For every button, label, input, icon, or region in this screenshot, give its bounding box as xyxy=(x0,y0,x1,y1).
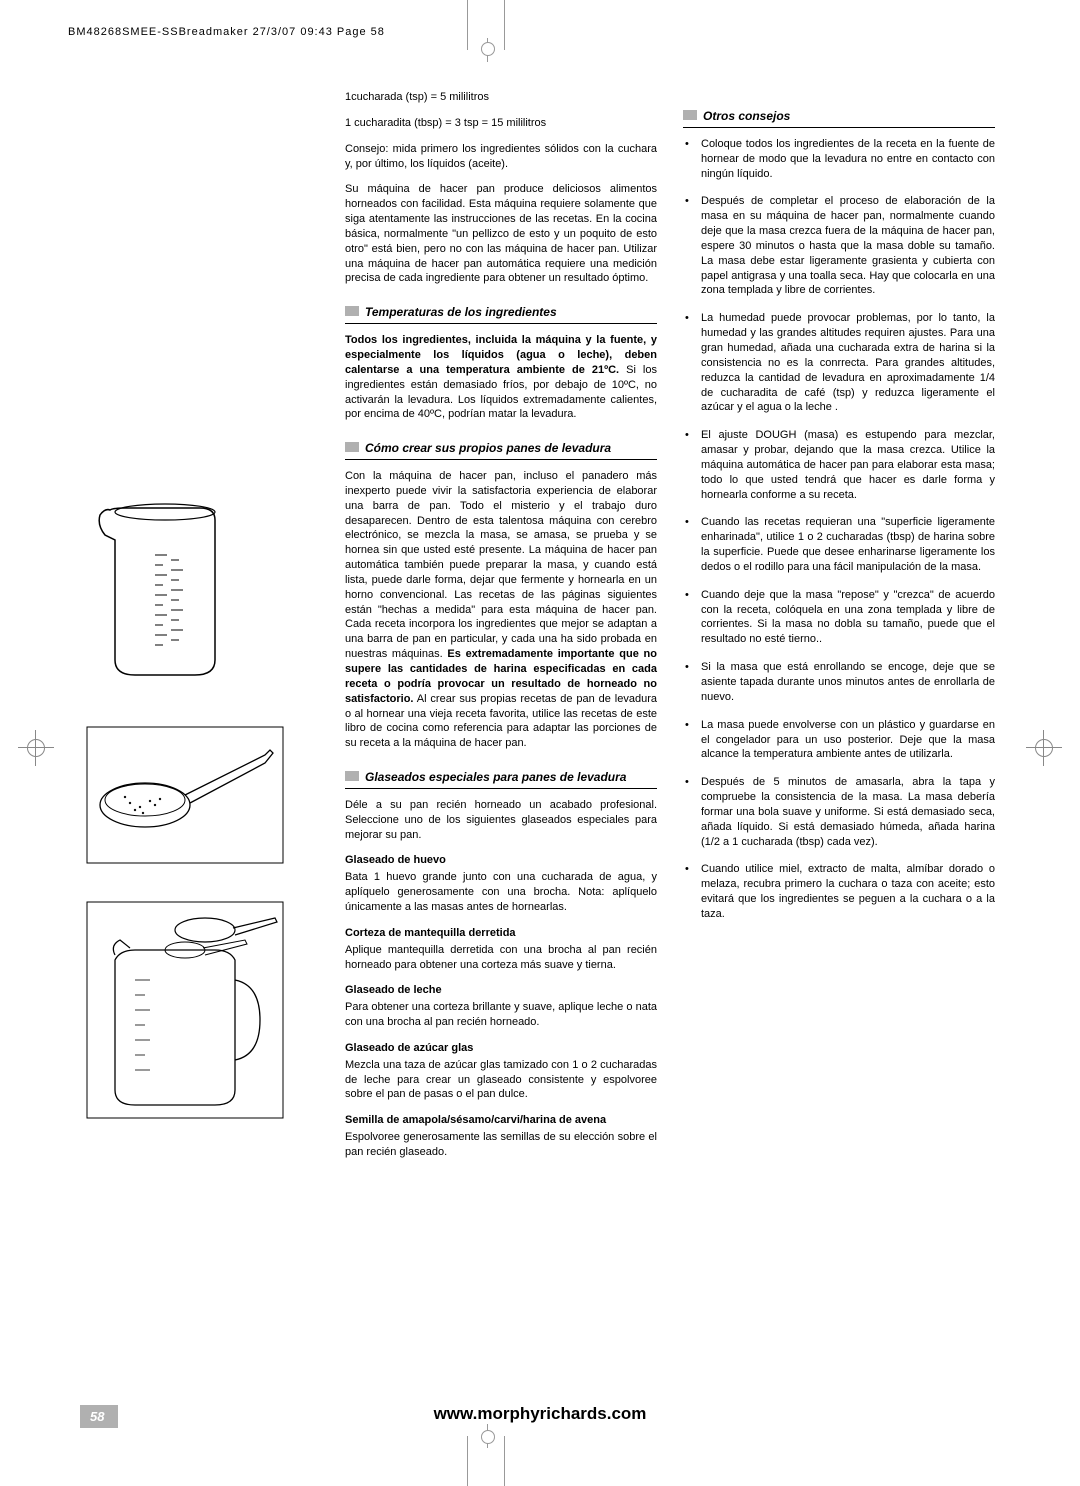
tip-item: Cuando las recetas requieran una "superf… xyxy=(683,515,995,574)
sub-mantequilla: Corteza de mantequilla derretida xyxy=(345,926,657,941)
tip-item: El ajuste DOUGH (masa) es estupendo para… xyxy=(683,428,995,502)
crop-mark-top xyxy=(467,0,505,50)
section-crear: Cómo crear sus propios panes de levadura xyxy=(345,440,657,460)
sub-huevo: Glaseado de huevo xyxy=(345,853,657,868)
tip-item: La masa puede envolverse con un plástico… xyxy=(683,718,995,763)
print-header: BM48268SMEE-SSBreadmaker 27/3/07 09:43 P… xyxy=(68,26,385,38)
txt-leche: Para obtener una corteza brillante y sua… xyxy=(345,1000,657,1030)
tip-item: Si la masa que está enrollando se encoge… xyxy=(683,660,995,705)
temp-para: Todos los ingredientes, incluida la máqu… xyxy=(345,333,657,422)
sub-semilla: Semilla de amapola/sésamo/carvi/harina d… xyxy=(345,1113,657,1128)
section-otros: Otros consejos xyxy=(683,108,995,128)
registration-mark-right xyxy=(1026,730,1062,766)
txt-huevo: Bata 1 huevo grande junto con una cuchar… xyxy=(345,870,657,915)
tip-item: Después de completar el proceso de elabo… xyxy=(683,194,995,298)
tip-item: Cuando deje que la masa "repose" y "crez… xyxy=(683,588,995,647)
intro-tip: Consejo: mida primero los ingredientes s… xyxy=(345,142,657,172)
column-left: 1cucharada (tsp) = 5 mililitros 1 cuchar… xyxy=(345,90,657,1171)
tip-item: Cuando utilice miel, extracto de malta, … xyxy=(683,862,995,921)
crop-mark-bottom xyxy=(467,1436,505,1486)
illustration-column xyxy=(85,90,345,1171)
txt-semilla: Espolvoree generosamente las semillas de… xyxy=(345,1130,657,1160)
txt-mantequilla: Aplique mantequilla derretida con una br… xyxy=(345,943,657,973)
sub-leche: Glaseado de leche xyxy=(345,983,657,998)
glaseados-intro: Déle a su pan recién horneado un acabado… xyxy=(345,798,657,843)
crear-para: Con la máquina de hacer pan, incluso el … xyxy=(345,469,657,751)
section-glaseados: Glaseados especiales para panes de levad… xyxy=(345,769,657,789)
tip-item: La humedad puede provocar problemas, por… xyxy=(683,311,995,415)
tip-item: Después de 5 minutos de amasarla, abra l… xyxy=(683,775,995,849)
intro-line-1: 1cucharada (tsp) = 5 mililitros xyxy=(345,90,657,105)
registration-mark-left xyxy=(18,730,54,766)
tip-item: Coloque todos los ingredientes de la rec… xyxy=(683,137,995,182)
spoon-icon xyxy=(85,725,345,870)
jug-spoons-icon xyxy=(85,900,345,1125)
section-temperaturas: Temperaturas de los ingredientes xyxy=(345,304,657,324)
intro-para: Su máquina de hacer pan produce delicios… xyxy=(345,182,657,286)
page-content: 1cucharada (tsp) = 5 mililitros 1 cuchar… xyxy=(85,90,995,1171)
txt-azucar: Mezcla una taza de azúcar glas tamizado … xyxy=(345,1058,657,1103)
column-right: Otros consejos Coloque todos los ingredi… xyxy=(683,90,995,1171)
footer-url: www.morphyrichards.com xyxy=(0,1404,1080,1424)
intro-line-2: 1 cucharadita (tbsp) = 3 tsp = 15 milili… xyxy=(345,116,657,131)
tips-list: Coloque todos los ingredientes de la rec… xyxy=(683,137,995,922)
sub-azucar: Glaseado de azúcar glas xyxy=(345,1041,657,1056)
measuring-cup-icon xyxy=(85,490,345,695)
